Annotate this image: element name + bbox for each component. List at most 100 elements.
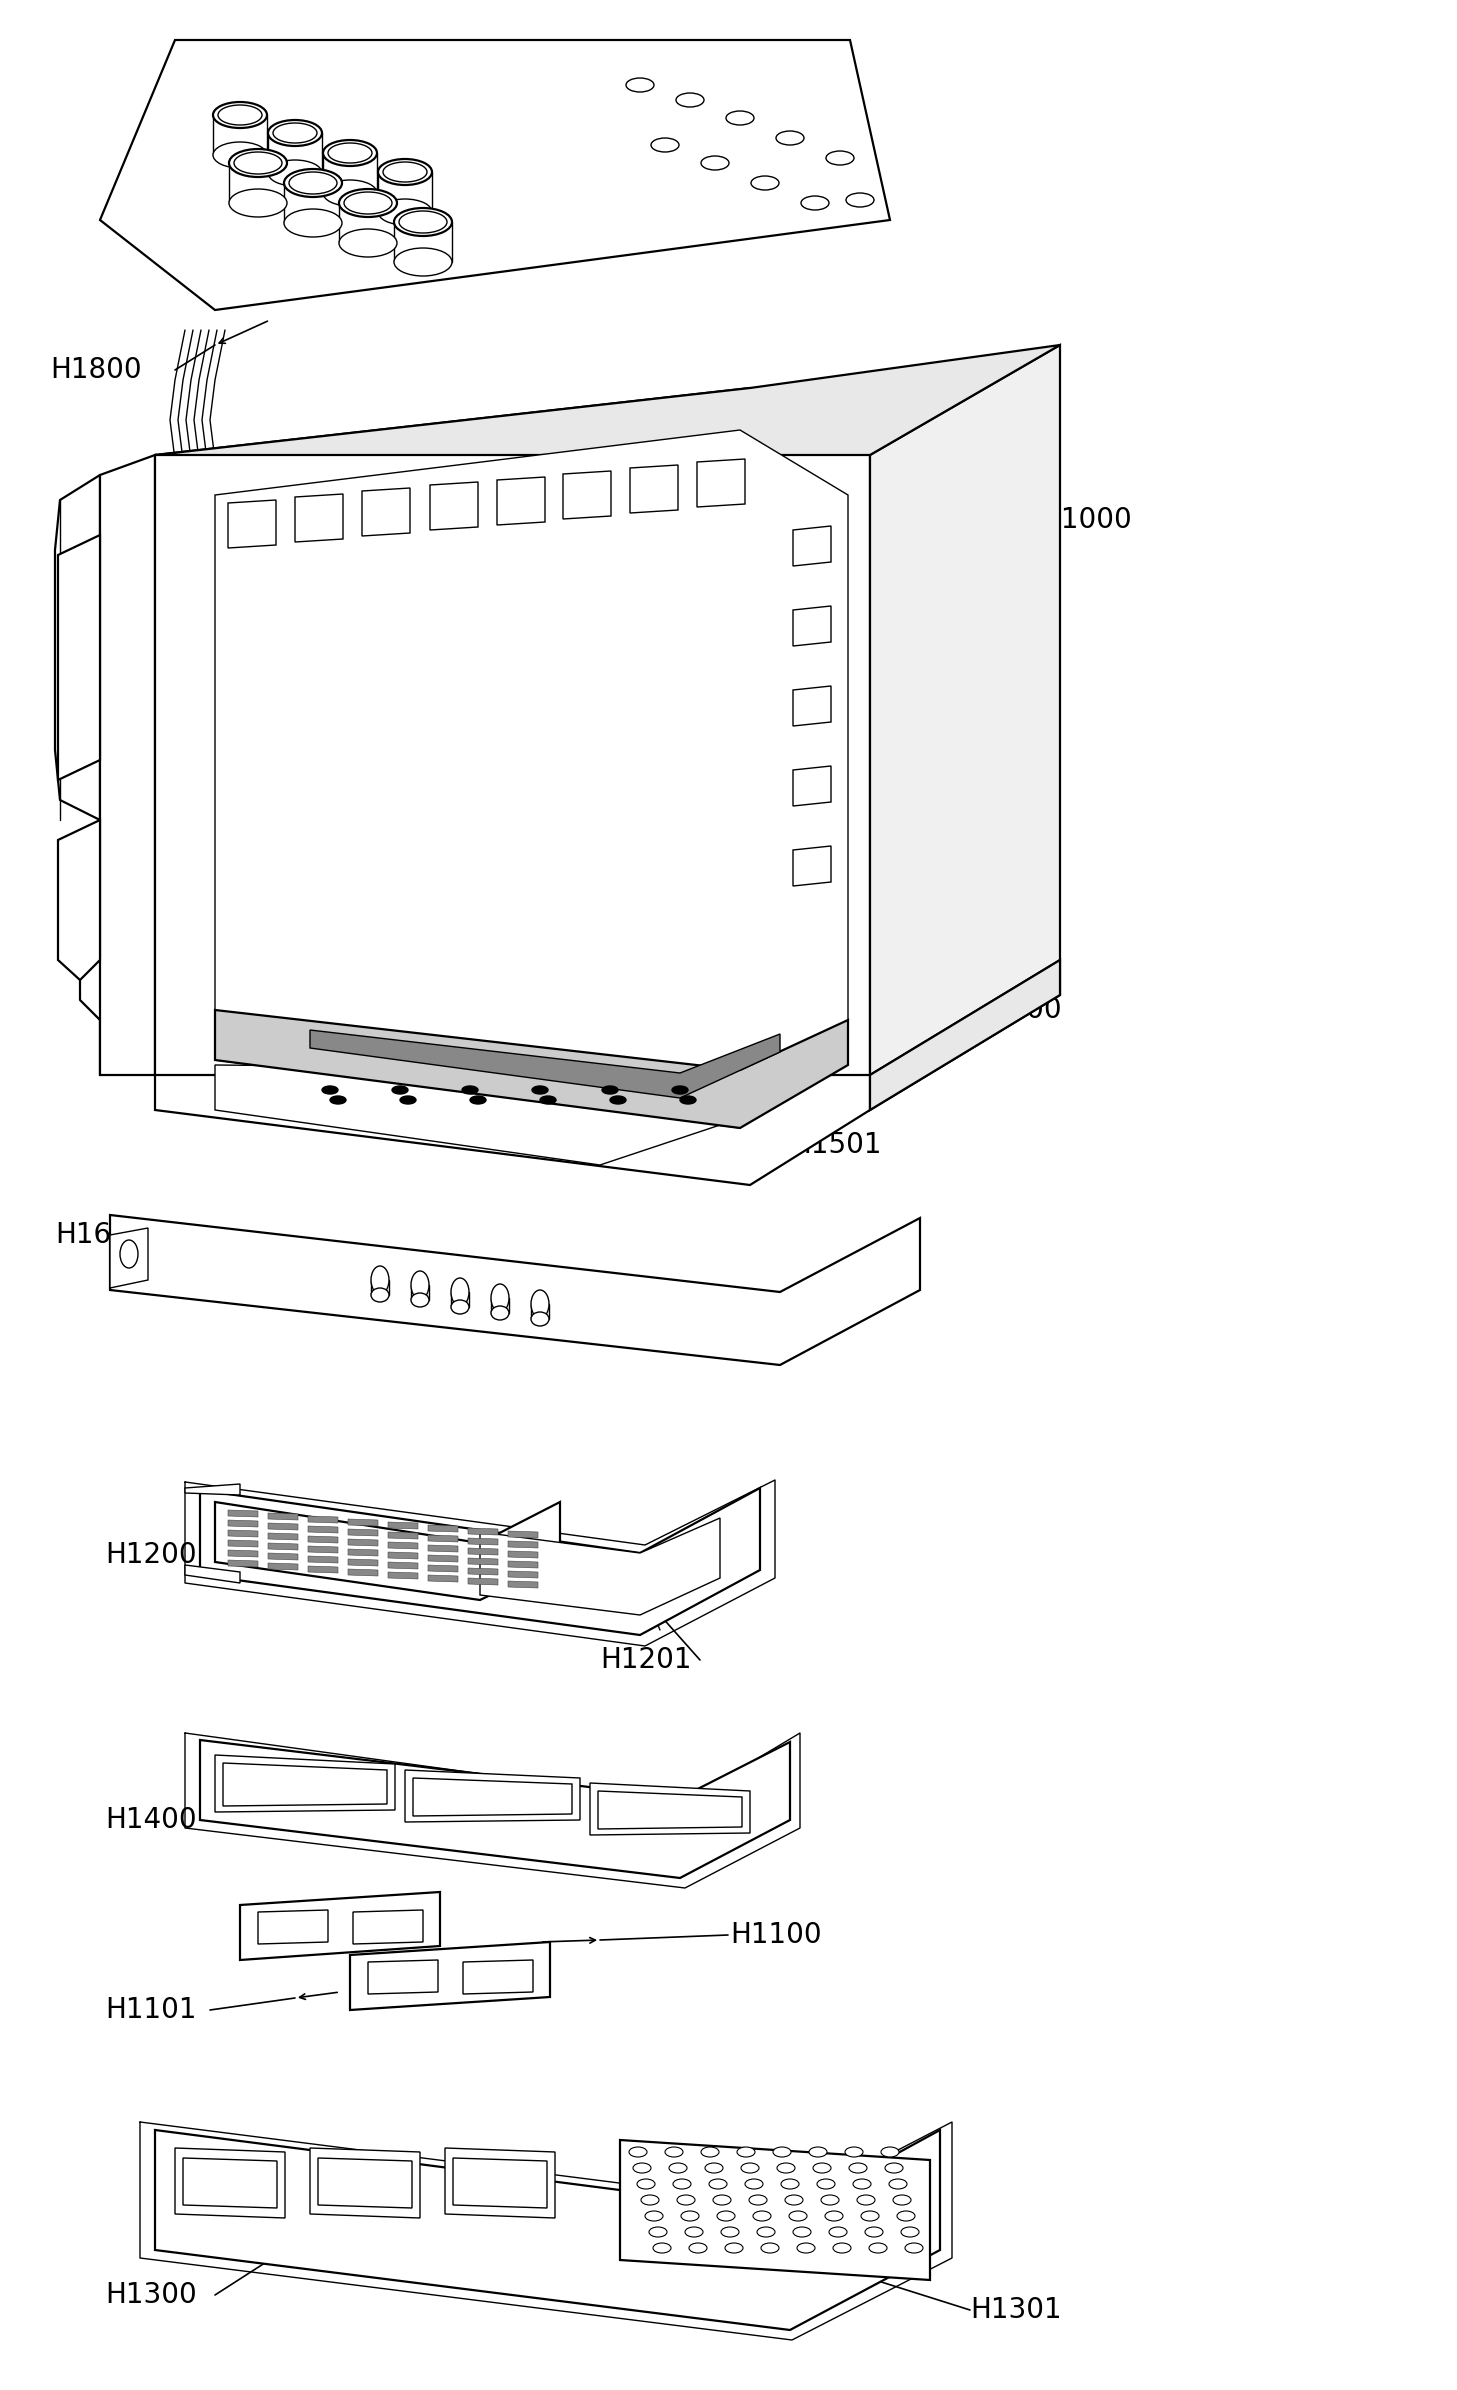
Polygon shape xyxy=(318,2158,412,2208)
Polygon shape xyxy=(348,1558,377,1565)
Polygon shape xyxy=(268,1554,299,1561)
Polygon shape xyxy=(348,1530,377,1537)
Ellipse shape xyxy=(219,105,262,124)
Text: H1500: H1500 xyxy=(970,997,1062,1023)
Polygon shape xyxy=(597,1790,742,1828)
Ellipse shape xyxy=(213,141,267,167)
Ellipse shape xyxy=(826,151,854,165)
Ellipse shape xyxy=(726,110,755,124)
Ellipse shape xyxy=(344,191,392,215)
Ellipse shape xyxy=(323,179,377,206)
Polygon shape xyxy=(58,820,101,980)
Ellipse shape xyxy=(491,1305,508,1319)
Polygon shape xyxy=(491,1298,508,1312)
Polygon shape xyxy=(307,1546,338,1554)
Ellipse shape xyxy=(749,2194,766,2206)
Polygon shape xyxy=(229,163,287,203)
Ellipse shape xyxy=(717,2211,734,2220)
Ellipse shape xyxy=(610,1097,627,1104)
Text: H1200: H1200 xyxy=(105,1542,197,1568)
Polygon shape xyxy=(227,1561,258,1568)
Ellipse shape xyxy=(785,2194,803,2206)
Polygon shape xyxy=(369,1960,439,1993)
Polygon shape xyxy=(258,1910,328,1943)
Ellipse shape xyxy=(372,1267,389,1293)
Ellipse shape xyxy=(676,93,704,108)
Ellipse shape xyxy=(627,79,654,91)
Ellipse shape xyxy=(672,1085,688,1095)
Polygon shape xyxy=(348,1549,377,1556)
Ellipse shape xyxy=(645,2211,663,2220)
Polygon shape xyxy=(428,1556,457,1563)
Ellipse shape xyxy=(712,2194,731,2206)
Ellipse shape xyxy=(820,2194,839,2206)
Ellipse shape xyxy=(491,1283,508,1312)
Ellipse shape xyxy=(705,2163,723,2173)
Polygon shape xyxy=(154,2129,940,2330)
Ellipse shape xyxy=(393,208,452,237)
Ellipse shape xyxy=(119,1240,138,1269)
Polygon shape xyxy=(348,1568,377,1575)
Ellipse shape xyxy=(825,2211,844,2220)
Ellipse shape xyxy=(865,2227,883,2237)
Ellipse shape xyxy=(761,2242,779,2254)
Ellipse shape xyxy=(813,2163,830,2173)
Ellipse shape xyxy=(905,2242,922,2254)
Ellipse shape xyxy=(328,143,372,163)
Polygon shape xyxy=(200,1740,790,1879)
Text: H1201: H1201 xyxy=(600,1647,692,1673)
Text: H1700: H1700 xyxy=(578,76,670,105)
Polygon shape xyxy=(428,1525,457,1532)
Polygon shape xyxy=(307,1525,338,1532)
Ellipse shape xyxy=(229,148,287,177)
Ellipse shape xyxy=(653,2242,672,2254)
Polygon shape xyxy=(793,846,830,887)
Ellipse shape xyxy=(893,2194,911,2206)
Polygon shape xyxy=(339,203,396,244)
Ellipse shape xyxy=(339,189,396,217)
Polygon shape xyxy=(530,1305,549,1319)
Polygon shape xyxy=(154,344,1061,454)
Polygon shape xyxy=(175,2149,286,2218)
Ellipse shape xyxy=(229,189,287,217)
Polygon shape xyxy=(468,1539,498,1544)
Polygon shape xyxy=(412,1778,573,1816)
Polygon shape xyxy=(268,1522,299,1530)
Ellipse shape xyxy=(884,2163,903,2173)
Polygon shape xyxy=(109,1214,919,1365)
Ellipse shape xyxy=(701,155,728,170)
Ellipse shape xyxy=(530,1291,549,1317)
Polygon shape xyxy=(793,607,830,645)
Polygon shape xyxy=(216,430,848,1128)
Ellipse shape xyxy=(530,1312,549,1326)
Polygon shape xyxy=(468,1549,498,1556)
Ellipse shape xyxy=(268,160,322,186)
Text: H1300: H1300 xyxy=(105,2280,197,2309)
Polygon shape xyxy=(428,1575,457,1582)
Ellipse shape xyxy=(392,1085,408,1095)
Polygon shape xyxy=(372,1281,389,1295)
Ellipse shape xyxy=(452,1279,469,1305)
Ellipse shape xyxy=(726,2242,743,2254)
Ellipse shape xyxy=(881,2146,899,2158)
Ellipse shape xyxy=(377,160,431,184)
Ellipse shape xyxy=(268,120,322,146)
Polygon shape xyxy=(793,767,830,805)
Ellipse shape xyxy=(629,2146,647,2158)
Polygon shape xyxy=(468,1577,498,1585)
Text: H1101: H1101 xyxy=(105,1996,197,2024)
Text: H1301: H1301 xyxy=(970,2297,1062,2323)
Ellipse shape xyxy=(541,1097,557,1104)
Ellipse shape xyxy=(721,2227,739,2237)
Polygon shape xyxy=(468,1558,498,1565)
Polygon shape xyxy=(388,1573,418,1580)
Polygon shape xyxy=(227,1530,258,1537)
Polygon shape xyxy=(453,2158,546,2208)
Polygon shape xyxy=(227,1539,258,1546)
Polygon shape xyxy=(227,1510,258,1518)
Polygon shape xyxy=(184,2158,277,2208)
Polygon shape xyxy=(793,686,830,727)
Polygon shape xyxy=(307,1515,338,1522)
Polygon shape xyxy=(101,454,154,1076)
Polygon shape xyxy=(268,1532,299,1539)
